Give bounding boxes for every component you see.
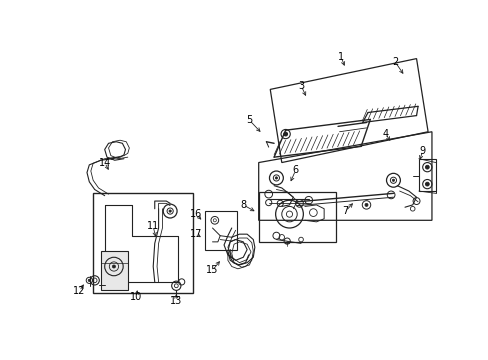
Bar: [93, 193, 193, 293]
Bar: [101, 251, 127, 289]
Circle shape: [364, 203, 367, 206]
Text: 7: 7: [342, 206, 348, 216]
Bar: [418, 159, 435, 191]
Text: 10: 10: [130, 292, 142, 302]
Text: 1: 1: [337, 52, 344, 62]
Text: 9: 9: [419, 146, 425, 156]
Text: 5: 5: [246, 115, 252, 125]
Circle shape: [391, 179, 394, 181]
Circle shape: [169, 210, 171, 212]
Circle shape: [112, 265, 115, 268]
Text: 16: 16: [190, 209, 202, 219]
Circle shape: [88, 279, 90, 282]
Circle shape: [425, 182, 428, 186]
Circle shape: [283, 132, 287, 136]
Circle shape: [425, 165, 428, 169]
Text: 11: 11: [147, 221, 159, 231]
Text: 3: 3: [297, 81, 304, 91]
Circle shape: [275, 177, 277, 179]
Text: 15: 15: [206, 265, 218, 275]
Text: 6: 6: [292, 165, 298, 175]
Text: 12: 12: [73, 286, 85, 296]
Bar: [204, 211, 237, 249]
Text: 8: 8: [240, 200, 246, 210]
Text: 13: 13: [170, 296, 182, 306]
Bar: [258, 192, 335, 242]
Text: 17: 17: [190, 229, 202, 239]
Text: 4: 4: [382, 129, 388, 139]
Text: 2: 2: [391, 57, 397, 67]
Text: 14: 14: [99, 158, 111, 167]
